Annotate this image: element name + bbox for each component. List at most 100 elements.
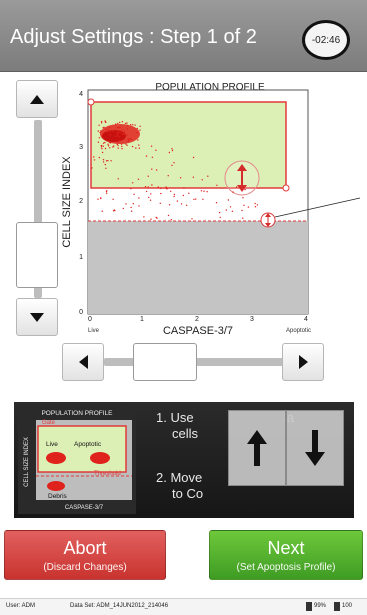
scatter-point (113, 209, 116, 211)
x-tick-2: 2 (195, 316, 199, 323)
up-arrow-icon (30, 94, 44, 104)
gate-handle-top-left[interactable] (87, 98, 95, 106)
scatter-point (173, 195, 175, 198)
instruction-panel: POPULATION PROFILE Gate Live Apoptotic T… (14, 402, 354, 518)
scatter-point (147, 175, 149, 177)
scatter-point (98, 137, 100, 139)
status-battery1: 99% (314, 603, 327, 609)
scatter-point (139, 125, 141, 127)
scatter-point (131, 182, 134, 184)
vertical-slider-thumb[interactable] (16, 222, 58, 288)
scatter-point (241, 209, 243, 212)
vertical-slider-track[interactable] (34, 120, 42, 298)
gate-left-button[interactable] (62, 343, 104, 381)
header-bar: Adjust Settings : Step 1 of 2 -02:46 (0, 0, 367, 72)
abort-label: Abort (63, 537, 107, 558)
scatter-point (132, 124, 134, 126)
scatter-point (130, 206, 132, 209)
scatter-point (121, 145, 123, 148)
scatter-point (145, 155, 148, 157)
scatter-point (108, 126, 111, 129)
scatter-point (135, 147, 137, 149)
scatter-point (91, 167, 93, 169)
scatter-point (117, 144, 119, 147)
scatter-point (225, 209, 227, 211)
abort-button[interactable]: Abort (Discard Changes) (4, 530, 166, 580)
scatter-point (171, 164, 173, 167)
scatter-point (155, 216, 157, 219)
scatter-point (126, 124, 129, 127)
mini-xlabel: CASPASE-3/7 (65, 505, 104, 511)
x-tick-3: 3 (250, 316, 254, 323)
scatter-point (192, 176, 195, 178)
x-apoptotic-label: Apoptotic (286, 328, 311, 334)
scatter-point (150, 193, 152, 195)
scatter-point (247, 206, 250, 208)
scatter-point (136, 131, 138, 134)
horizontal-slider-thumb[interactable] (133, 343, 197, 381)
scatter-point (122, 133, 124, 136)
scatter-point (138, 197, 140, 199)
scatter-point (112, 130, 115, 132)
gate-up-button[interactable] (16, 80, 58, 118)
scatter-point (107, 143, 109, 145)
gate-down-button[interactable] (16, 298, 58, 336)
scatter-point (100, 146, 103, 148)
scatter-point (147, 186, 149, 188)
move-down-button[interactable] (286, 410, 344, 486)
scatter-point (102, 159, 105, 161)
scatter-point (117, 147, 119, 149)
scatter-point (112, 146, 114, 148)
scatter-point (203, 190, 205, 192)
scatter-point (102, 132, 104, 135)
scatter-point (105, 192, 108, 194)
scatter-point (256, 204, 259, 206)
scatter-point (130, 210, 133, 212)
x-live-label: Live (88, 328, 100, 334)
scatter-point (105, 160, 108, 162)
scatter-point (182, 194, 184, 197)
scatter-point (117, 122, 119, 125)
next-button[interactable]: Next (Set Apoptosis Profile) (209, 530, 363, 580)
scatter-point (126, 134, 128, 136)
scatter-point (116, 134, 118, 136)
scatter-point (121, 129, 123, 131)
scatter-point (104, 163, 106, 166)
scatter-point (148, 196, 150, 199)
scatter-point (127, 140, 129, 143)
scatter-point (107, 128, 109, 130)
scatter-point (105, 128, 107, 131)
scatter-point (118, 136, 121, 138)
scatter-point (165, 186, 167, 188)
mini-gate (37, 425, 127, 473)
scatter-point (119, 140, 121, 142)
scatter-point (155, 149, 157, 151)
next-sublabel: (Set Apoptosis Profile) (236, 561, 336, 573)
scatter-point (101, 148, 103, 150)
x-tick-0: 0 (88, 316, 92, 323)
horizontal-slider-track[interactable] (104, 358, 304, 366)
gate-handle-right[interactable] (282, 184, 290, 192)
scatter-point (97, 141, 100, 143)
scatter-point (188, 192, 190, 194)
scatter-point (97, 130, 99, 132)
scatter-point (191, 218, 193, 220)
callout-line (274, 197, 361, 218)
down-arrow-icon (305, 430, 325, 466)
scatter-point (136, 127, 139, 130)
scatter-point (124, 122, 127, 125)
scatter-point (219, 216, 221, 219)
move-up-button[interactable] (228, 410, 286, 486)
y-tick-4: 4 (79, 91, 83, 98)
scatter-point (201, 179, 203, 181)
battery-icon (334, 602, 340, 611)
status-bar: User: ADM Data Set: ADM_14JUN2012_214046… (0, 598, 367, 615)
gate-rectangle[interactable] (90, 101, 287, 189)
scatter-point (200, 190, 203, 192)
gate-right-button[interactable] (282, 343, 324, 381)
scatter-point (173, 162, 175, 164)
scatter-point (242, 197, 244, 199)
scatter-point (121, 148, 123, 150)
scatter-point (123, 131, 126, 133)
scatter-point (113, 145, 115, 147)
